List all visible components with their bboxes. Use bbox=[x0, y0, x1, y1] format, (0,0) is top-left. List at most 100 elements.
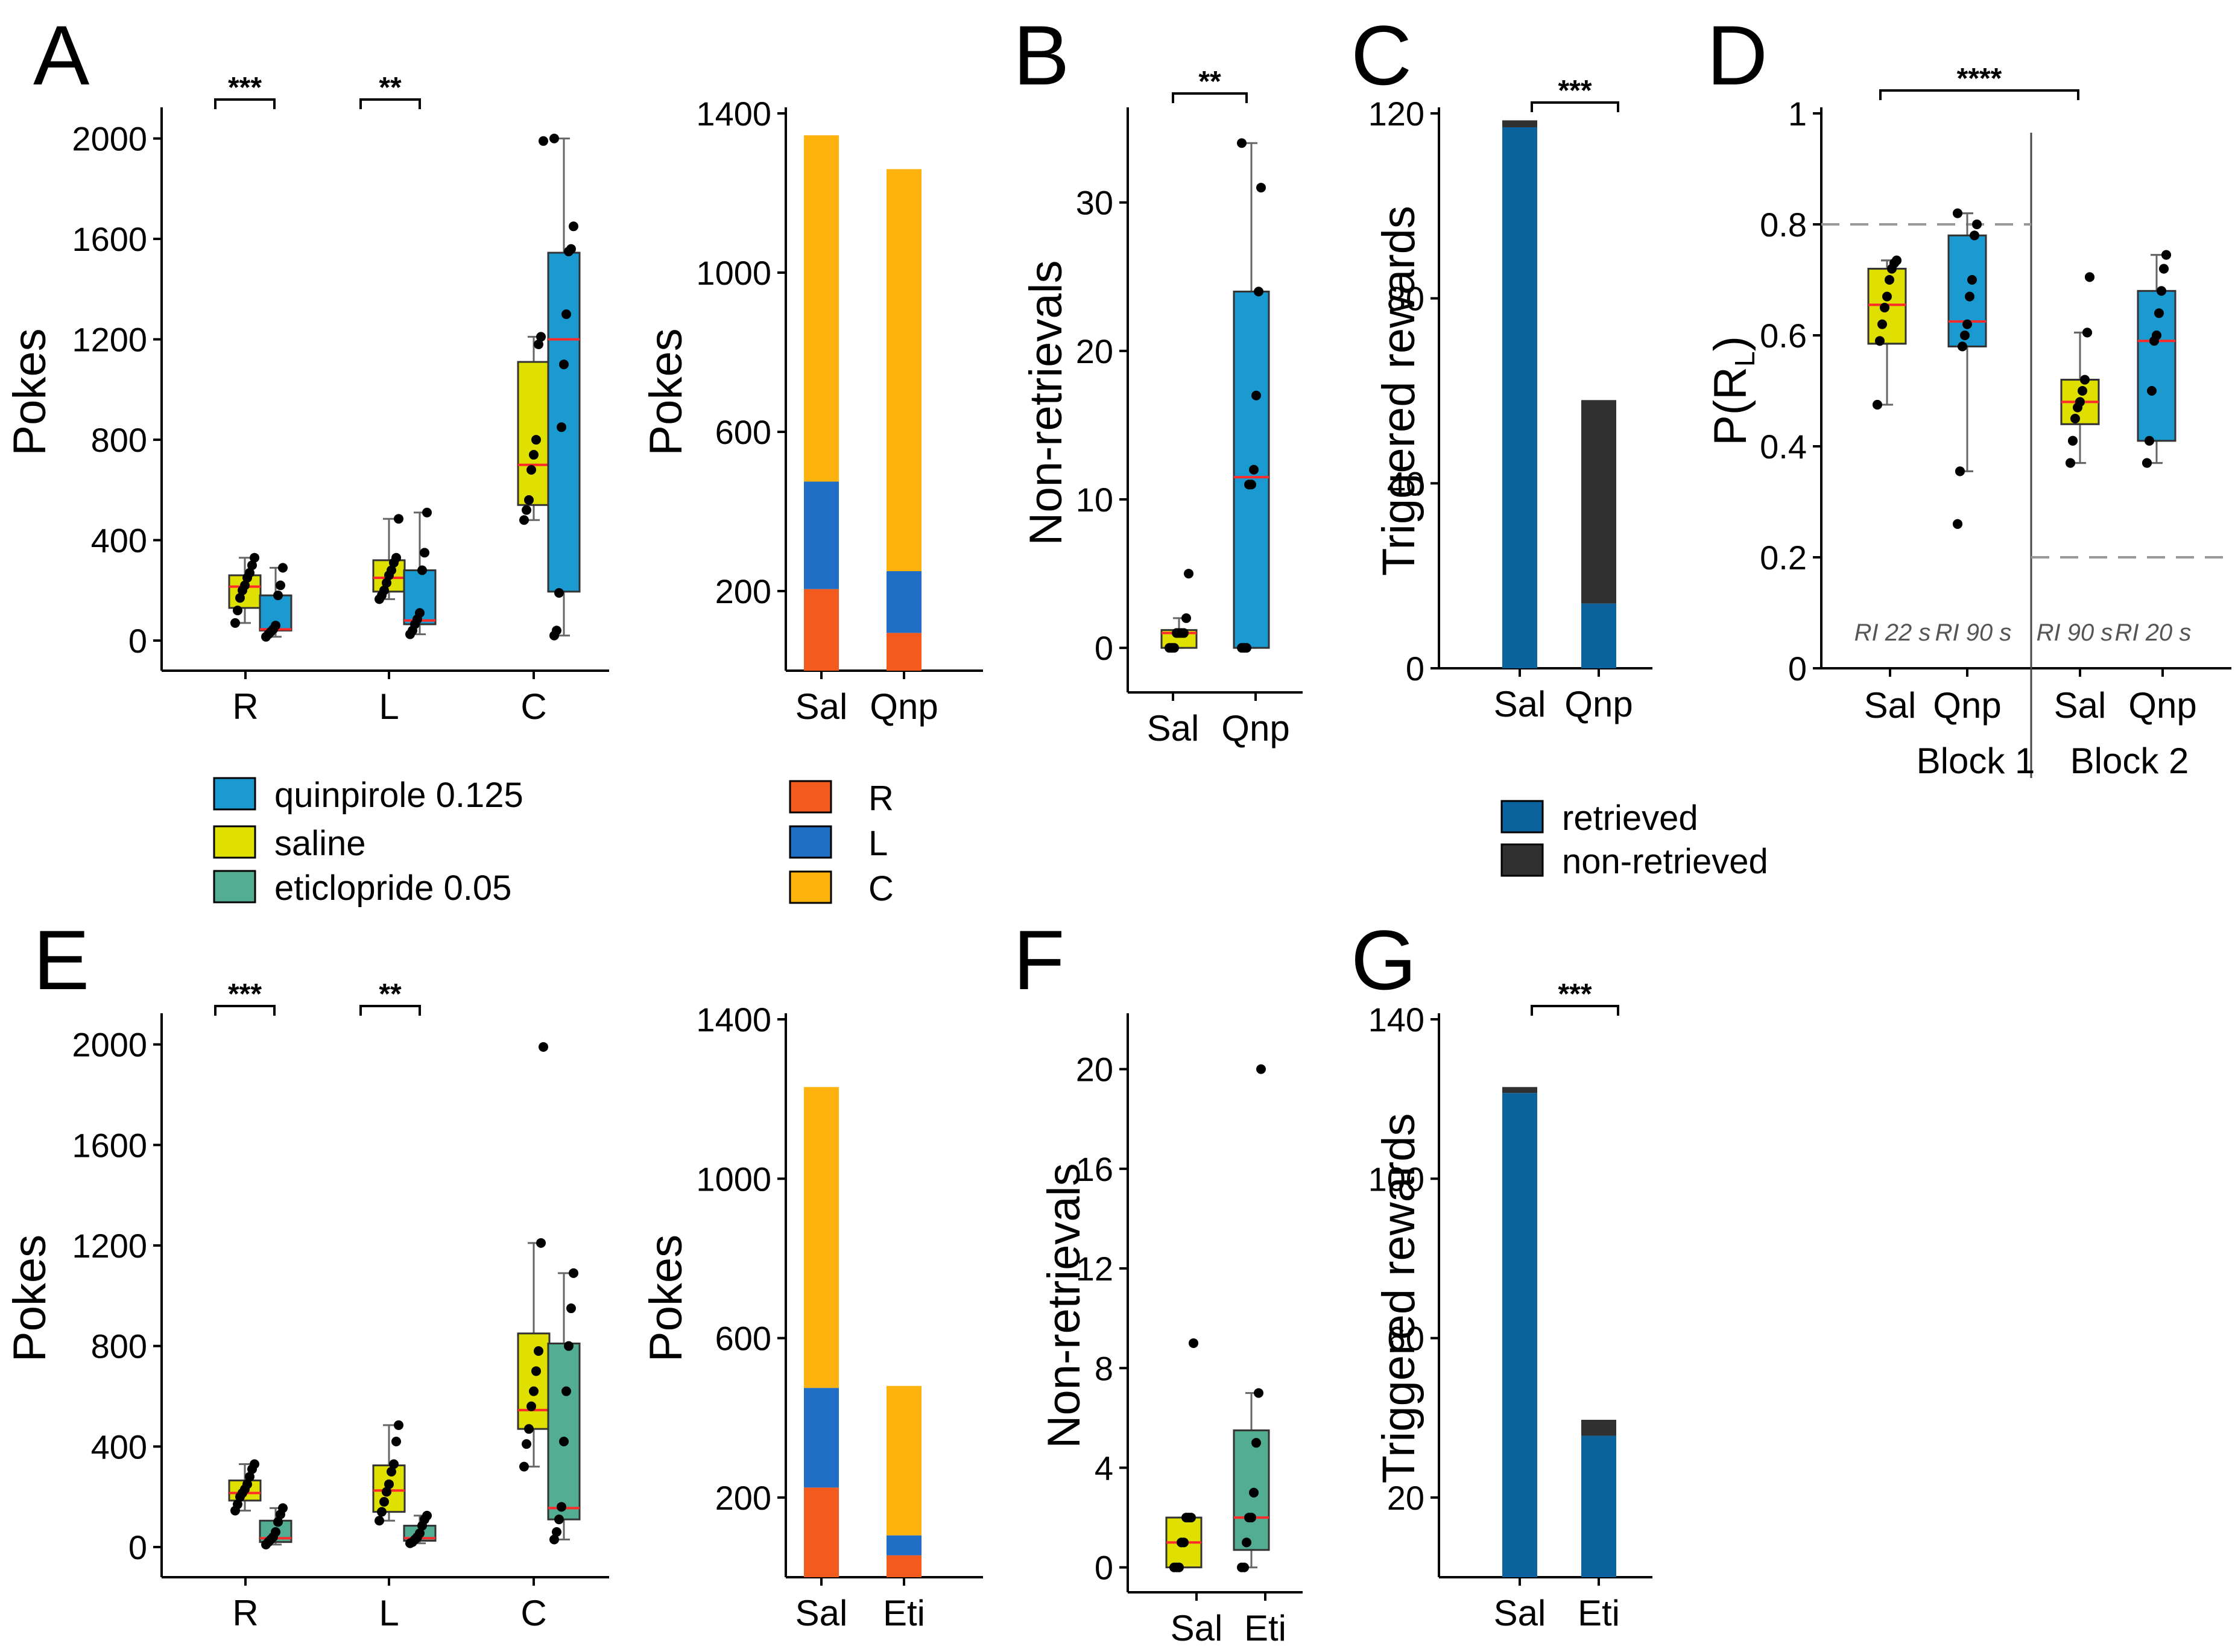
B-data-point bbox=[1237, 138, 1247, 148]
D-data-point bbox=[2066, 458, 2075, 468]
D-category-label: Sal bbox=[2054, 685, 2107, 726]
E_box-ytick-label: 800 bbox=[91, 1328, 147, 1366]
A_box-data-point bbox=[554, 587, 564, 598]
legend-treatments: quinpirole 0.125 saline eticlopride 0.05 bbox=[213, 776, 523, 908]
A_box-box bbox=[517, 361, 551, 506]
legend-swatch-eticlopride bbox=[213, 870, 256, 904]
E_box-sig-bracket bbox=[214, 1005, 276, 1016]
C-category-label: Qnp bbox=[1564, 684, 1633, 724]
A_box-data-point bbox=[549, 133, 559, 144]
E_stack-category-label: Eti bbox=[883, 1593, 925, 1633]
F-ytick-label: 0 bbox=[1095, 1549, 1113, 1587]
B-category-label: Qnp bbox=[1221, 708, 1289, 748]
F-data-point bbox=[1242, 1537, 1251, 1548]
E_box-data-point bbox=[271, 1527, 280, 1537]
A_stack-ytick-label: 200 bbox=[715, 572, 771, 610]
A_box-data-point bbox=[552, 625, 561, 636]
legend-label-C: C bbox=[868, 869, 894, 908]
B-ytick-label: 0 bbox=[1095, 629, 1113, 667]
E_box-data-point bbox=[375, 1516, 384, 1526]
F-data-point bbox=[1251, 1438, 1261, 1448]
A_box-data-point bbox=[379, 585, 389, 595]
D-data-point bbox=[2068, 435, 2078, 446]
A_box-sig-label: ** bbox=[379, 72, 402, 104]
D-panel-letter: D bbox=[1707, 8, 1768, 103]
G-ytick-label: 20 bbox=[1387, 1479, 1424, 1517]
A_stack-bar-R bbox=[887, 633, 922, 671]
legend-label-L: L bbox=[868, 824, 888, 863]
E_stack-ytick-label: 1400 bbox=[696, 1001, 771, 1039]
D-data-point bbox=[2078, 386, 2087, 396]
legend-swatch-quinpirole bbox=[213, 777, 256, 811]
E_box-data-point bbox=[245, 1472, 254, 1482]
A_box-data-point bbox=[531, 435, 541, 445]
E_stack-ytick-label: 1000 bbox=[696, 1160, 771, 1198]
G-category-label: Eti bbox=[1578, 1593, 1620, 1633]
E_box-category-label: C bbox=[520, 1593, 546, 1633]
D-category-label: Qnp bbox=[1933, 685, 2001, 726]
A_box-ytick-label: 1200 bbox=[72, 321, 147, 359]
A_box-panel-letter: A bbox=[33, 8, 90, 103]
D-data-point bbox=[1962, 319, 1972, 329]
D-data-point bbox=[1877, 319, 1887, 329]
D-data-point bbox=[1958, 341, 1967, 352]
E_box-data-point bbox=[242, 1479, 252, 1489]
D-sig-label: **** bbox=[1957, 63, 2002, 95]
A_stack-ylabel: Pokes bbox=[640, 328, 692, 455]
E_box-data-point bbox=[233, 1499, 242, 1510]
A_box-data-point bbox=[240, 580, 250, 590]
E_box-data-point bbox=[250, 1459, 259, 1469]
A_box-data-point bbox=[382, 578, 391, 588]
B-data-point bbox=[1242, 643, 1251, 653]
B-data-point bbox=[1251, 390, 1261, 400]
G-sig-label: *** bbox=[1558, 978, 1592, 1010]
A_box-data-point bbox=[230, 618, 240, 628]
F-ytick-label: 8 bbox=[1095, 1349, 1113, 1387]
E_stack-ylabel: Pokes bbox=[640, 1235, 692, 1362]
E_box-sig-bracket bbox=[359, 1005, 421, 1016]
A_stack-bar-R bbox=[804, 589, 839, 671]
legend-swatch-retrieved bbox=[1500, 800, 1544, 834]
D-data-point bbox=[1965, 291, 1974, 302]
F-data-point bbox=[1189, 1338, 1198, 1348]
B-data-point bbox=[1254, 286, 1263, 297]
E_box-ytick-label: 0 bbox=[128, 1528, 147, 1566]
B-data-point bbox=[1249, 464, 1259, 475]
E_box-data-point bbox=[566, 1303, 576, 1314]
E_box-data-point bbox=[531, 1366, 541, 1376]
A_box-data-point bbox=[559, 359, 569, 370]
D-data-point bbox=[2157, 286, 2166, 296]
A_box-data-point bbox=[276, 580, 285, 590]
legend-swatch-saline bbox=[213, 825, 256, 859]
B-sig-label: ** bbox=[1198, 66, 1221, 98]
D-data-point bbox=[1873, 400, 1882, 410]
A_box-data-point bbox=[529, 450, 539, 460]
F-ytick-label: 4 bbox=[1095, 1449, 1113, 1487]
E_box-ytick-label: 1600 bbox=[72, 1126, 147, 1164]
E_box-data-point bbox=[394, 1420, 403, 1430]
E_box-ytick-label: 2000 bbox=[72, 1026, 147, 1064]
C-sig-bracket bbox=[1531, 101, 1619, 112]
E_stack-bar-R bbox=[887, 1555, 922, 1577]
E_box-data-point bbox=[273, 1517, 283, 1527]
A_stack-ytick-label: 600 bbox=[715, 413, 771, 451]
A_stack-bar-L bbox=[887, 571, 922, 633]
A_box-data-point bbox=[526, 465, 536, 475]
D-schedule-label: RI 90 s bbox=[2037, 619, 2113, 646]
G-bar-retrieved bbox=[1581, 1435, 1616, 1577]
A_box-data-point bbox=[250, 552, 259, 563]
C-bar-non-retrieved bbox=[1581, 400, 1616, 604]
A_stack-bar-L bbox=[804, 481, 839, 589]
A_box-data-point bbox=[557, 422, 566, 432]
B-category-label: Sal bbox=[1147, 708, 1200, 748]
C-ylabel: Triggered rewards bbox=[1373, 206, 1424, 576]
E_box-data-point bbox=[569, 1268, 578, 1278]
A_box-data-point bbox=[417, 565, 427, 575]
B-panel-letter: B bbox=[1013, 8, 1069, 103]
G-sig-bracket bbox=[1531, 1005, 1619, 1016]
D-data-point bbox=[2085, 272, 2094, 282]
A_box-data-point bbox=[561, 309, 571, 319]
E_box-data-point bbox=[552, 1527, 561, 1537]
E_box-data-point bbox=[529, 1386, 539, 1396]
